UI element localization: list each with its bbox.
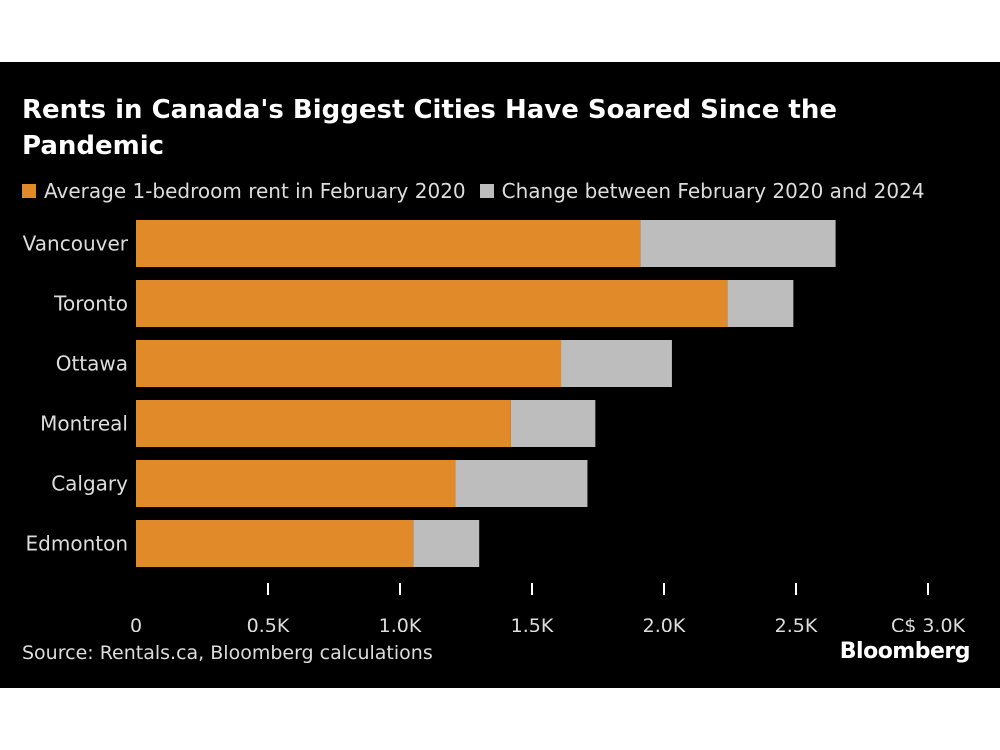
category-label: Vancouver: [23, 232, 129, 256]
chart-panel: Rents in Canada's Biggest Cities Have So…: [0, 62, 1000, 688]
legend-label-change: Change between February 2020 and 2024: [501, 179, 925, 203]
x-tick-label: 0: [130, 615, 142, 632]
category-label: Ottawa: [56, 352, 128, 376]
bar-2020-rent: [136, 280, 728, 327]
bar-2020-rent: [136, 460, 456, 507]
bar-2020-rent: [136, 400, 511, 447]
bar-change: [510, 400, 596, 447]
legend: Average 1-bedroom rent in February 2020 …: [22, 177, 939, 205]
category-label: Calgary: [51, 472, 128, 496]
category-label: Toronto: [53, 292, 128, 316]
x-tick-label: 0.5K: [247, 615, 290, 632]
legend-label-2020-rent: Average 1-bedroom rent in February 2020: [44, 179, 466, 203]
legend-swatch-2020-rent: [22, 184, 36, 198]
category-label: Montreal: [40, 412, 128, 436]
bar-2020-rent: [136, 340, 562, 387]
x-tick-label: 1.0K: [379, 615, 422, 632]
chart-title: Rents in Canada's Biggest Cities Have So…: [22, 95, 837, 161]
legend-swatch-change: [479, 184, 494, 198]
x-tick-label: 1.5K: [511, 615, 554, 632]
legend-item-2020-rent: Average 1-bedroom rent in February 2020: [22, 179, 466, 203]
x-tick-label: C$ 3.0K: [891, 615, 966, 632]
source-note: Source: Rentals.ca, Bloomberg calculatio…: [22, 642, 433, 664]
category-label: Edmonton: [26, 532, 128, 556]
bar-2020-rent: [136, 220, 641, 267]
bar-2020-rent: [136, 520, 414, 567]
bar-change: [727, 280, 794, 327]
x-tick-label: 2.0K: [643, 615, 686, 632]
bar-change: [413, 520, 480, 567]
x-tick-label: 2.5K: [775, 615, 818, 632]
bar-chart: Vancouver Toronto Ottawa Montreal Calgary Edm…: [23, 220, 966, 632]
bar-change: [455, 460, 588, 507]
legend-item-change: Change between February 2020 and 2024: [479, 179, 925, 203]
bar-change: [561, 340, 672, 387]
bar-change: [640, 220, 836, 267]
bloomberg-logo: Bloomberg: [839, 639, 971, 664]
